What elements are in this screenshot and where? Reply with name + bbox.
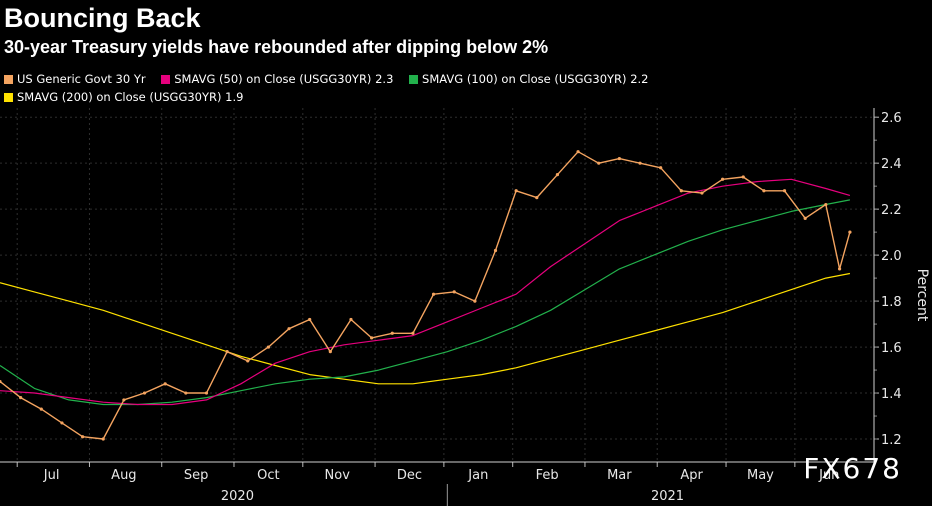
data-point bbox=[19, 396, 23, 400]
tick-labels: 1.2 1.4 1.6 1.8 2.0 2.2 2.4 2.6 Jul Aug Sep Oct Nov D… bbox=[43, 111, 902, 504]
data-point bbox=[122, 398, 126, 402]
x-tick-label: Feb bbox=[536, 468, 559, 483]
data-point bbox=[535, 196, 539, 200]
legend-label-smavg-200: SMAVG (200) on Close (USGG30YR) bbox=[17, 90, 222, 104]
y-tick-label: 2.4 bbox=[881, 157, 902, 172]
data-point bbox=[576, 150, 580, 154]
data-point bbox=[411, 331, 415, 335]
data-point bbox=[225, 350, 229, 354]
y-tick-label: 2.0 bbox=[881, 249, 902, 264]
data-point bbox=[473, 299, 477, 303]
data-point bbox=[328, 350, 332, 354]
data-point bbox=[60, 421, 64, 425]
data-point bbox=[266, 345, 270, 349]
series-line-smavg-100-on-close-usgg30yr bbox=[0, 199, 851, 406]
data-point bbox=[679, 189, 683, 193]
data-point bbox=[0, 379, 2, 384]
data-point bbox=[837, 267, 842, 271]
data-point bbox=[803, 216, 807, 220]
data-point bbox=[246, 359, 250, 363]
data-point bbox=[617, 156, 621, 161]
x-tick-label: Oct bbox=[257, 468, 279, 483]
data-point bbox=[287, 327, 291, 331]
axes bbox=[0, 108, 879, 506]
data-point bbox=[184, 391, 188, 395]
series-line-smavg-50-on-close-usgg30yr bbox=[0, 178, 851, 406]
legend-item-smavg-50[interactable]: SMAVG (50) on Close (USGG30YR) 2.3 bbox=[161, 70, 393, 88]
legend-item-smavg-100[interactable]: SMAVG (100) on Close (USGG30YR) 2.2 bbox=[409, 70, 649, 88]
legend-item-us-generic-govt[interactable]: US Generic Govt 30 Yr bbox=[4, 70, 146, 88]
data-point bbox=[452, 290, 456, 294]
data-point bbox=[493, 248, 498, 253]
data-point bbox=[824, 202, 828, 207]
y-tick-label: 2.2 bbox=[881, 203, 902, 218]
data-point bbox=[782, 189, 787, 193]
data-point bbox=[80, 435, 85, 439]
legend-value-smavg-200: 1.9 bbox=[225, 90, 244, 104]
data-point bbox=[204, 391, 209, 395]
legend-label-us-generic-govt: US Generic Govt 30 Yr bbox=[17, 72, 146, 86]
x-tick-label: Apr bbox=[680, 468, 703, 483]
y-axis-title: Percent bbox=[914, 269, 930, 322]
x-tick-label: Jun bbox=[818, 468, 839, 483]
y-tick-label: 1.4 bbox=[881, 387, 902, 402]
legend-swatch-smavg-200 bbox=[4, 93, 13, 102]
year-label: 2020 bbox=[221, 489, 254, 504]
legend-swatch-us-generic-govt bbox=[4, 75, 13, 84]
series-line-smavg-200-on-close-usgg30yr bbox=[0, 272, 851, 385]
x-tick-label: Jan bbox=[467, 468, 488, 483]
legend-row-2: SMAVG (200) on Close (USGG30YR) 1.9 bbox=[4, 88, 904, 106]
y-tick-label: 1.8 bbox=[881, 295, 902, 310]
watermark: FX678 bbox=[803, 452, 902, 485]
legend-value-smavg-50: 2.3 bbox=[375, 72, 394, 86]
data-point bbox=[431, 292, 436, 296]
data-point bbox=[390, 331, 394, 335]
y-tick-label: 1.2 bbox=[881, 433, 902, 448]
x-tick-label: Dec bbox=[397, 468, 422, 483]
legend-row-1: US Generic Govt 30 Yr SMAVG (50) on Clos… bbox=[4, 70, 904, 88]
series-line-us-generic-govt-30-yr bbox=[0, 150, 851, 440]
legend: US Generic Govt 30 Yr SMAVG (50) on Clos… bbox=[4, 70, 904, 106]
data-point bbox=[638, 161, 642, 165]
y-tick-label: 2.6 bbox=[881, 111, 902, 126]
data-point bbox=[308, 317, 312, 322]
data-point bbox=[163, 382, 167, 386]
data-point bbox=[848, 230, 852, 234]
x-tick-label: Nov bbox=[325, 468, 351, 483]
data-point bbox=[741, 175, 745, 179]
legend-label-smavg-100: SMAVG (100) on Close (USGG30YR) bbox=[422, 72, 627, 86]
data-point bbox=[349, 317, 353, 322]
data-point bbox=[142, 391, 147, 395]
x-tick-label: Sep bbox=[184, 468, 209, 483]
gridlines bbox=[0, 108, 874, 462]
series-layer bbox=[0, 150, 852, 441]
legend-value-smavg-100: 2.2 bbox=[630, 72, 649, 86]
data-point bbox=[597, 161, 601, 165]
legend-swatch-smavg-100 bbox=[409, 75, 419, 84]
data-point bbox=[700, 191, 704, 195]
chart-subtitle: 30-year Treasury yields have rebounded a… bbox=[4, 37, 549, 57]
x-tick-label: Aug bbox=[111, 468, 136, 483]
legend-label-smavg-50: SMAVG (50) on Close (USGG30YR) bbox=[174, 72, 372, 86]
data-point bbox=[514, 189, 518, 193]
data-point bbox=[101, 437, 105, 441]
x-tick-label: May bbox=[747, 468, 774, 483]
year-label: 2021 bbox=[651, 489, 684, 504]
data-point bbox=[659, 166, 663, 170]
legend-swatch-smavg-50 bbox=[161, 75, 171, 84]
data-point bbox=[39, 407, 43, 411]
y-tick-label: 1.6 bbox=[881, 341, 902, 356]
legend-item-smavg-200[interactable]: SMAVG (200) on Close (USGG30YR) 1.9 bbox=[4, 88, 243, 106]
data-point bbox=[555, 173, 560, 177]
chart-title: Bouncing Back bbox=[4, 3, 201, 33]
data-point bbox=[762, 189, 766, 193]
x-tick-label: Mar bbox=[607, 468, 632, 483]
x-tick-label: Jul bbox=[43, 468, 60, 483]
data-point bbox=[720, 177, 725, 181]
data-point bbox=[370, 336, 374, 340]
